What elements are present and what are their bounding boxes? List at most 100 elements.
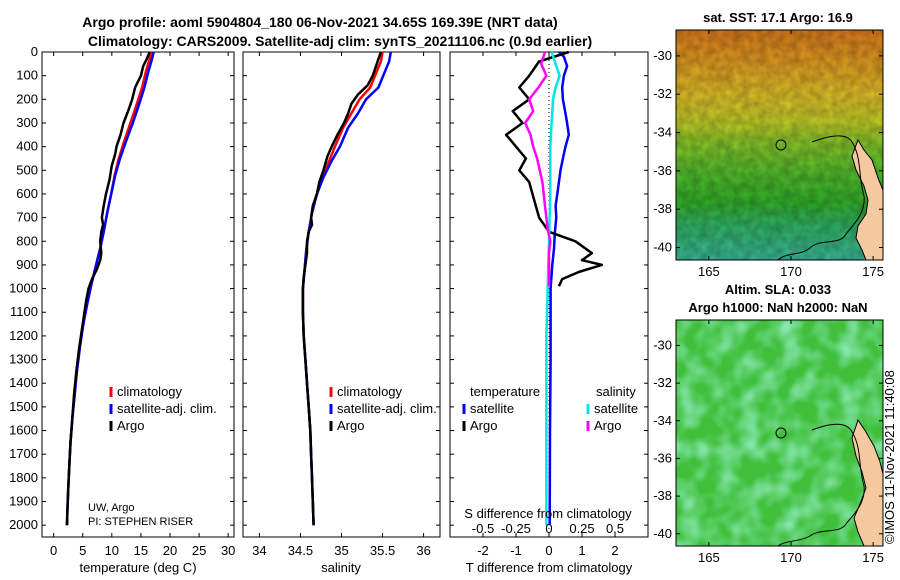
depth-tick-label: 2000 (9, 517, 38, 532)
x-tick-label: 34.5 (288, 543, 313, 558)
depth-tick-label: 800 (16, 233, 38, 248)
legend-s-argo: Argo (594, 418, 621, 433)
lon-tick-label: 170 (780, 550, 802, 565)
depth-tick-label: 1000 (9, 281, 38, 296)
lon-tick-label: 165 (698, 550, 720, 565)
lat-tick-label: -40 (653, 240, 672, 255)
lat-tick-label: -34 (653, 413, 672, 428)
x-tick-label: 5 (79, 543, 86, 558)
sla-land (851, 418, 883, 546)
legend-argo: Argo (337, 418, 364, 433)
depth-tick-label: 1900 (9, 494, 38, 509)
main-title-line2: Climatology: CARS2009. Satellite-adj cli… (88, 33, 592, 49)
difference-legend: temperature salinity satellite Argo sate… (462, 384, 638, 433)
depth-tick-label: 600 (16, 186, 38, 201)
sla-float-marker (775, 427, 787, 439)
difference-series (504, 50, 604, 526)
x-tick-label: -2 (477, 543, 489, 558)
legend-climatology: climatology (337, 384, 403, 399)
temperature-axis-label: temperature (deg C) (79, 560, 196, 575)
series-line-argo (301, 51, 383, 526)
sst-map-title: sat. SST: 17.1 Argo: 16.9 (703, 10, 853, 25)
lon-tick-label: 170 (780, 264, 802, 279)
series-line-t-satellite (548, 51, 571, 526)
legend-satellite-adj: satellite-adj. clim. (117, 401, 217, 416)
depth-tick-label: 1400 (9, 375, 38, 390)
lon-tick-label: 175 (862, 264, 884, 279)
lat-tick-label: -30 (653, 48, 672, 63)
x-tick-label: 2 (611, 543, 618, 558)
sla-map-title-line2: Argo h1000: NaN h2000: NaN (688, 300, 867, 315)
legend-argo: Argo (117, 418, 144, 433)
temperature-series (65, 51, 155, 526)
lat-tick-label: -32 (653, 86, 672, 101)
salinity-legend: climatology satellite-adj. clim. Argo (329, 384, 437, 433)
legend-header-salinity: salinity (596, 384, 636, 399)
x-tick-label: 30 (221, 543, 235, 558)
depth-tick-label: 200 (16, 91, 38, 106)
depth-tick-label: 1200 (9, 328, 38, 343)
s-tick-label: 0 (545, 521, 552, 536)
series-line-argo (65, 51, 151, 526)
legend-header-temperature: temperature (470, 384, 540, 399)
x-tick-label: -1 (510, 543, 522, 558)
depth-tick-label: 400 (16, 139, 38, 154)
legend-climatology: climatology (117, 384, 183, 399)
s-diff-tick-labels: -0.5 -0.25 0 0.25 0.5 (472, 521, 624, 536)
legend-t-argo: Argo (470, 418, 497, 433)
salinity-panel (242, 51, 441, 538)
series-line-s-satellite (545, 51, 561, 526)
x-tick-label: 15 (134, 543, 148, 558)
sst-texture (676, 30, 883, 260)
credit-line1: UW, Argo (88, 502, 134, 514)
lat-tick-label: -30 (653, 337, 672, 352)
difference-grid (450, 51, 648, 537)
series-line-s-argo (523, 51, 552, 287)
main-title-line1: Argo profile: aoml 5904804_180 06-Nov-20… (82, 14, 557, 30)
lon-tick-label: 175 (862, 550, 884, 565)
x-tick-label: 36 (416, 543, 430, 558)
s-tick-label: -0.25 (501, 521, 531, 536)
lat-tick-label: -32 (653, 375, 672, 390)
depth-tick-label: 1600 (9, 423, 38, 438)
depth-tick-label: 1300 (9, 352, 38, 367)
sst-contour (777, 135, 865, 260)
x-tick-label: 34 (252, 543, 266, 558)
imos-timestamp: ©IMOS 11-Nov-2021 11:40:08 (882, 370, 897, 544)
temperature-tick-labels: 0 5 10 15 20 25 30 (50, 543, 235, 558)
sla-map (676, 320, 883, 546)
salinity-series (301, 51, 393, 526)
x-tick-label: 25 (192, 543, 206, 558)
depth-tick-label: 700 (16, 210, 38, 225)
legend-t-satellite: satellite (470, 401, 514, 416)
salinity-axis-label: salinity (321, 560, 361, 575)
lon-tick-label: 165 (698, 264, 720, 279)
temperature-grid (42, 51, 234, 537)
credit-line2: PI: STEPHEN RISER (88, 516, 193, 528)
sla-lon-ticks: 165 170 175 (698, 320, 884, 565)
series-line-t-argo (504, 50, 604, 287)
x-tick-label: 20 (163, 543, 177, 558)
depth-tick-label: 500 (16, 162, 38, 177)
sst-map (676, 30, 883, 260)
depth-tick-label: 1800 (9, 470, 38, 485)
lat-tick-label: -38 (653, 201, 672, 216)
s-tick-label: -0.5 (472, 521, 494, 536)
lat-tick-label: -36 (653, 450, 672, 465)
x-tick-label: 35 (334, 543, 348, 558)
depth-tick-label: 300 (16, 115, 38, 130)
x-tick-label: 35.5 (370, 543, 395, 558)
sla-lat-ticks: -30 -32 -34 -36 -38 -40 (653, 337, 883, 541)
sst-lon-ticks: 165 170 175 (698, 30, 884, 279)
sst-lat-ticks: -30 -32 -34 -36 -38 -40 (653, 48, 883, 255)
x-tick-label: 10 (105, 543, 119, 558)
depth-tick-label: 0 (31, 44, 38, 59)
t-diff-axis-label: T difference from climatology (466, 560, 633, 575)
sst-float-marker (775, 139, 787, 151)
sla-map-frame (675, 319, 884, 547)
sla-map-title-line1: Altim. SLA: 0.033 (725, 282, 831, 297)
lat-tick-label: -36 (653, 163, 672, 178)
x-tick-label: 1 (578, 543, 585, 558)
depth-tick-labels: 0 100 200 300 400 500 600 700 800 900 1000 1100 1200… (9, 44, 38, 532)
